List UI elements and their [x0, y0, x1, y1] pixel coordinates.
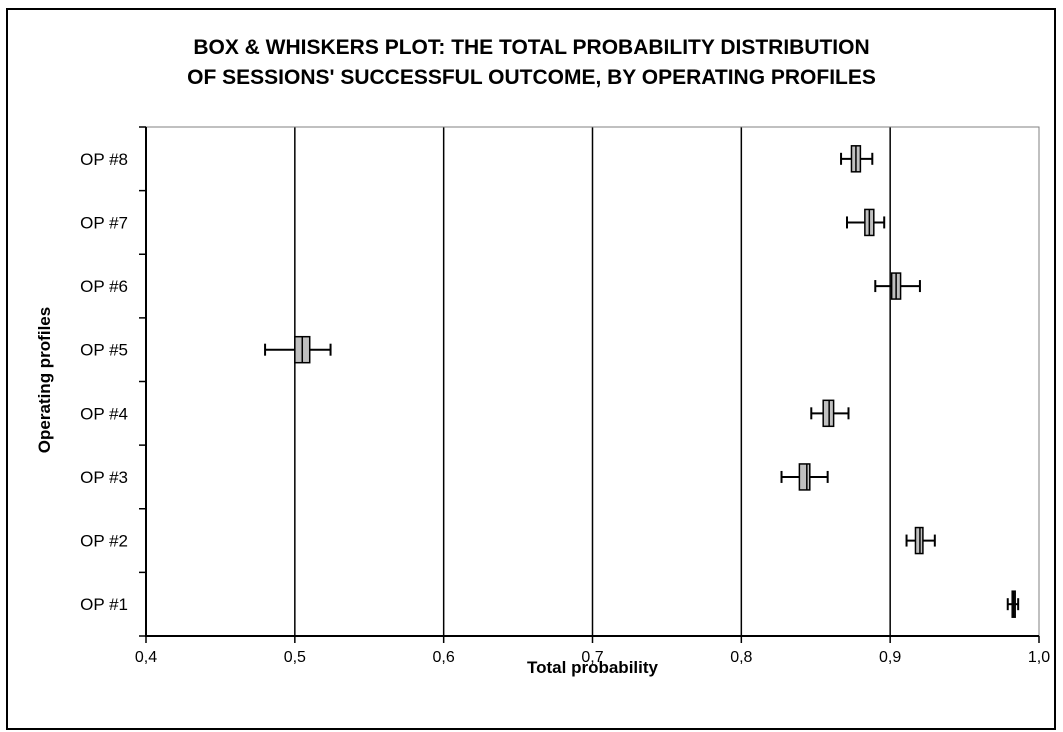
x-tick-label: 0,8 — [730, 649, 752, 666]
x-tick-label: 0,6 — [433, 649, 455, 666]
box-whisker-4 — [810, 399, 850, 428]
box-whisker-7 — [846, 208, 886, 237]
chart-title-line-2: OF SESSIONS' SUCCESSFUL OUTCOME, BY OPER… — [187, 66, 876, 89]
y-axis-label: Operating profiles — [35, 306, 54, 454]
x-tick-label: 0,4 — [135, 649, 157, 666]
y-tick-label: OP #5 — [80, 341, 128, 360]
x-tick-label: 0,9 — [879, 649, 901, 666]
x-tick-label: 0,5 — [284, 649, 306, 666]
box-whisker-5 — [264, 335, 332, 364]
y-tick-label: OP #3 — [80, 468, 128, 487]
y-tick-label: OP #4 — [80, 404, 128, 423]
gridlines — [294, 127, 891, 636]
x-tick-label: 1,0 — [1028, 649, 1050, 666]
box-whisker-2 — [905, 526, 936, 555]
axes — [139, 126, 1040, 643]
box-whisker-3 — [780, 463, 829, 491]
chart-title-line-1: BOX & WHISKERS PLOT: THE TOTAL PROBABILI… — [193, 36, 870, 59]
x-axis-label: Total probability — [527, 658, 658, 677]
y-tick-label: OP #1 — [80, 595, 128, 614]
boxes — [264, 145, 1020, 618]
tick-labels: 0,4 0,5 0,6 0,7 0,8 0,9 1,0 OP #1 OP #2 OP #3 OP #… — [80, 150, 1050, 666]
x-tick-label: 0,7 — [581, 649, 603, 666]
y-tick-label: OP #2 — [80, 532, 128, 551]
box-whisker-8 — [840, 145, 874, 173]
y-tick-label: OP #8 — [80, 150, 128, 169]
chart-frame — [6, 8, 1056, 730]
y-tick-label: OP #6 — [80, 277, 128, 296]
y-tick-label: OP #7 — [80, 213, 128, 232]
box-whisker-1 — [1006, 590, 1020, 618]
box-whisker-6 — [874, 272, 921, 300]
box-rect — [798, 463, 811, 491]
